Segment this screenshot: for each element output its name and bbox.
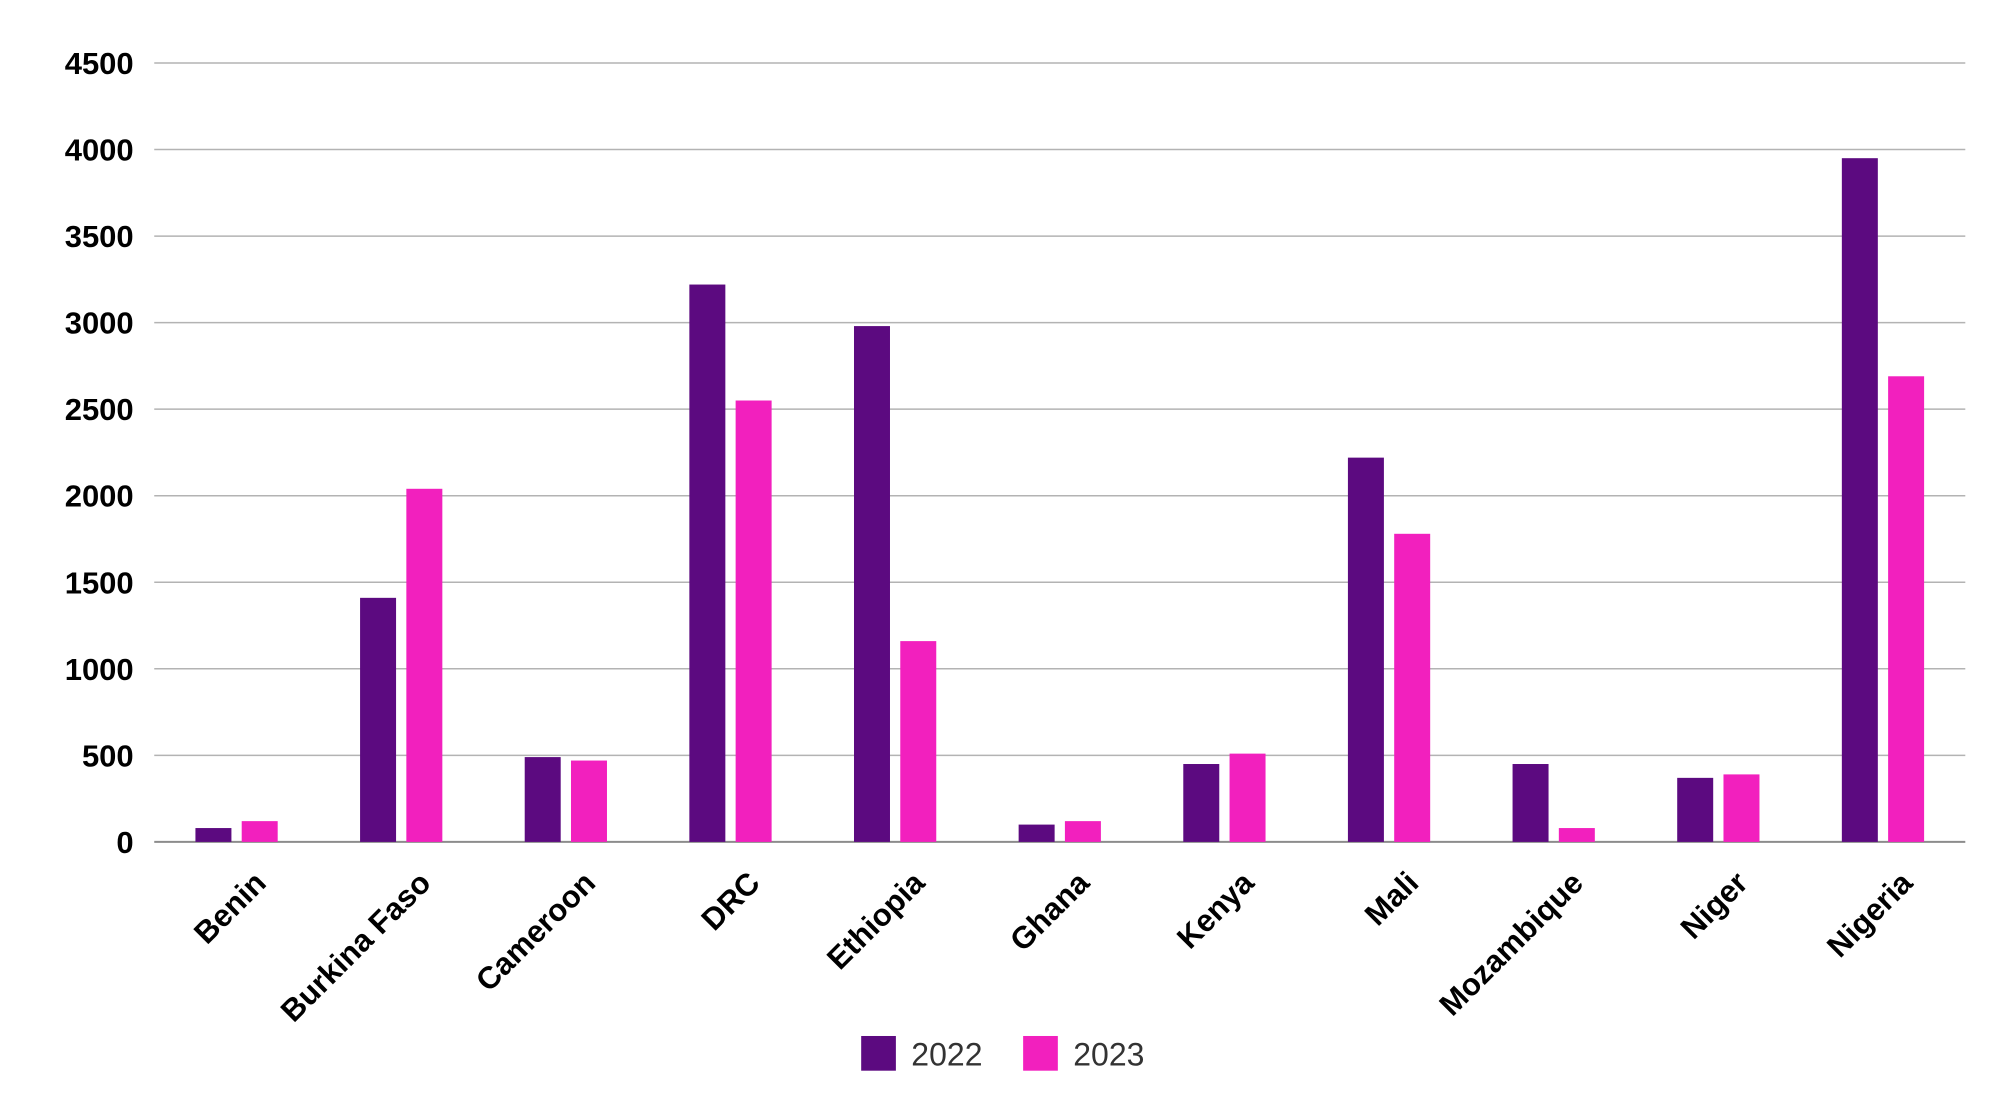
bar-2023-mozambique	[1558, 828, 1595, 842]
bar-2022-mali	[1347, 457, 1384, 842]
y-tick-label: 3000	[65, 306, 134, 341]
y-tick-label: 3500	[65, 219, 134, 254]
bar-2023-kenya	[1229, 753, 1266, 842]
y-tick-label: 1500	[65, 565, 134, 600]
bar-2022-ghana	[1018, 824, 1055, 842]
x-axis-labels: Benin Burkina Faso Cameroon DRC Ethiopia Ghan…	[187, 864, 1920, 1028]
bar-2022-drc	[689, 284, 726, 842]
legend-swatch-2023	[1023, 1035, 1058, 1071]
bar-2022-niger	[1677, 777, 1714, 842]
bar-2022-kenya	[1183, 764, 1220, 842]
bar-2023-burkina-faso	[406, 488, 443, 842]
bar-2022-mozambique	[1512, 764, 1549, 842]
y-tick-label: 0	[116, 825, 133, 860]
bar-2023-nigeria	[1888, 376, 1925, 842]
legend: 2022 2023	[861, 1035, 1144, 1072]
legend-label-2022: 2022	[911, 1036, 982, 1072]
x-category-label: Ghana	[1003, 864, 1096, 957]
x-category-label: Kenya	[1170, 864, 1261, 955]
x-category-label: DRC	[694, 865, 766, 937]
bars	[195, 158, 1925, 842]
bar-2022-nigeria	[1841, 158, 1878, 842]
bar-2023-ethiopia	[900, 641, 937, 842]
y-tick-label: 2500	[65, 392, 134, 427]
y-tick-label: 500	[82, 738, 134, 773]
x-category-label: Nigeria	[1820, 864, 1920, 964]
bar-2022-cameroon	[524, 757, 561, 842]
y-tick-label: 1000	[65, 652, 134, 687]
y-tick-label: 4000	[65, 133, 134, 168]
y-axis-ticks: 0 500 1000 1500 2000 2500 3000 3500 4000 4500	[65, 46, 134, 860]
bar-2023-drc	[735, 400, 772, 842]
x-category-label: Burkina Faso	[274, 865, 438, 1029]
bar-2023-cameroon	[570, 760, 607, 842]
bar-2022-ethiopia	[853, 326, 890, 842]
y-tick-label: 4500	[65, 46, 134, 81]
x-category-label: Cameroon	[469, 865, 602, 998]
bar-2022-burkina-faso	[360, 597, 397, 842]
x-category-label: Mali	[1358, 865, 1425, 932]
bar-2023-mali	[1394, 533, 1431, 842]
legend-swatch-2022	[861, 1035, 896, 1071]
x-category-label: Mozambique	[1432, 865, 1589, 1022]
gridlines	[154, 62, 1966, 843]
x-category-label: Benin	[187, 865, 273, 951]
bar-2023-benin	[241, 821, 278, 842]
x-category-label: Ethiopia	[820, 864, 932, 976]
x-category-label: Niger	[1674, 865, 1755, 946]
bar-2023-niger	[1723, 774, 1760, 842]
bar-2023-ghana	[1064, 821, 1101, 842]
bar-2022-benin	[195, 828, 232, 842]
legend-label-2023: 2023	[1073, 1036, 1144, 1072]
y-tick-label: 2000	[65, 479, 134, 514]
